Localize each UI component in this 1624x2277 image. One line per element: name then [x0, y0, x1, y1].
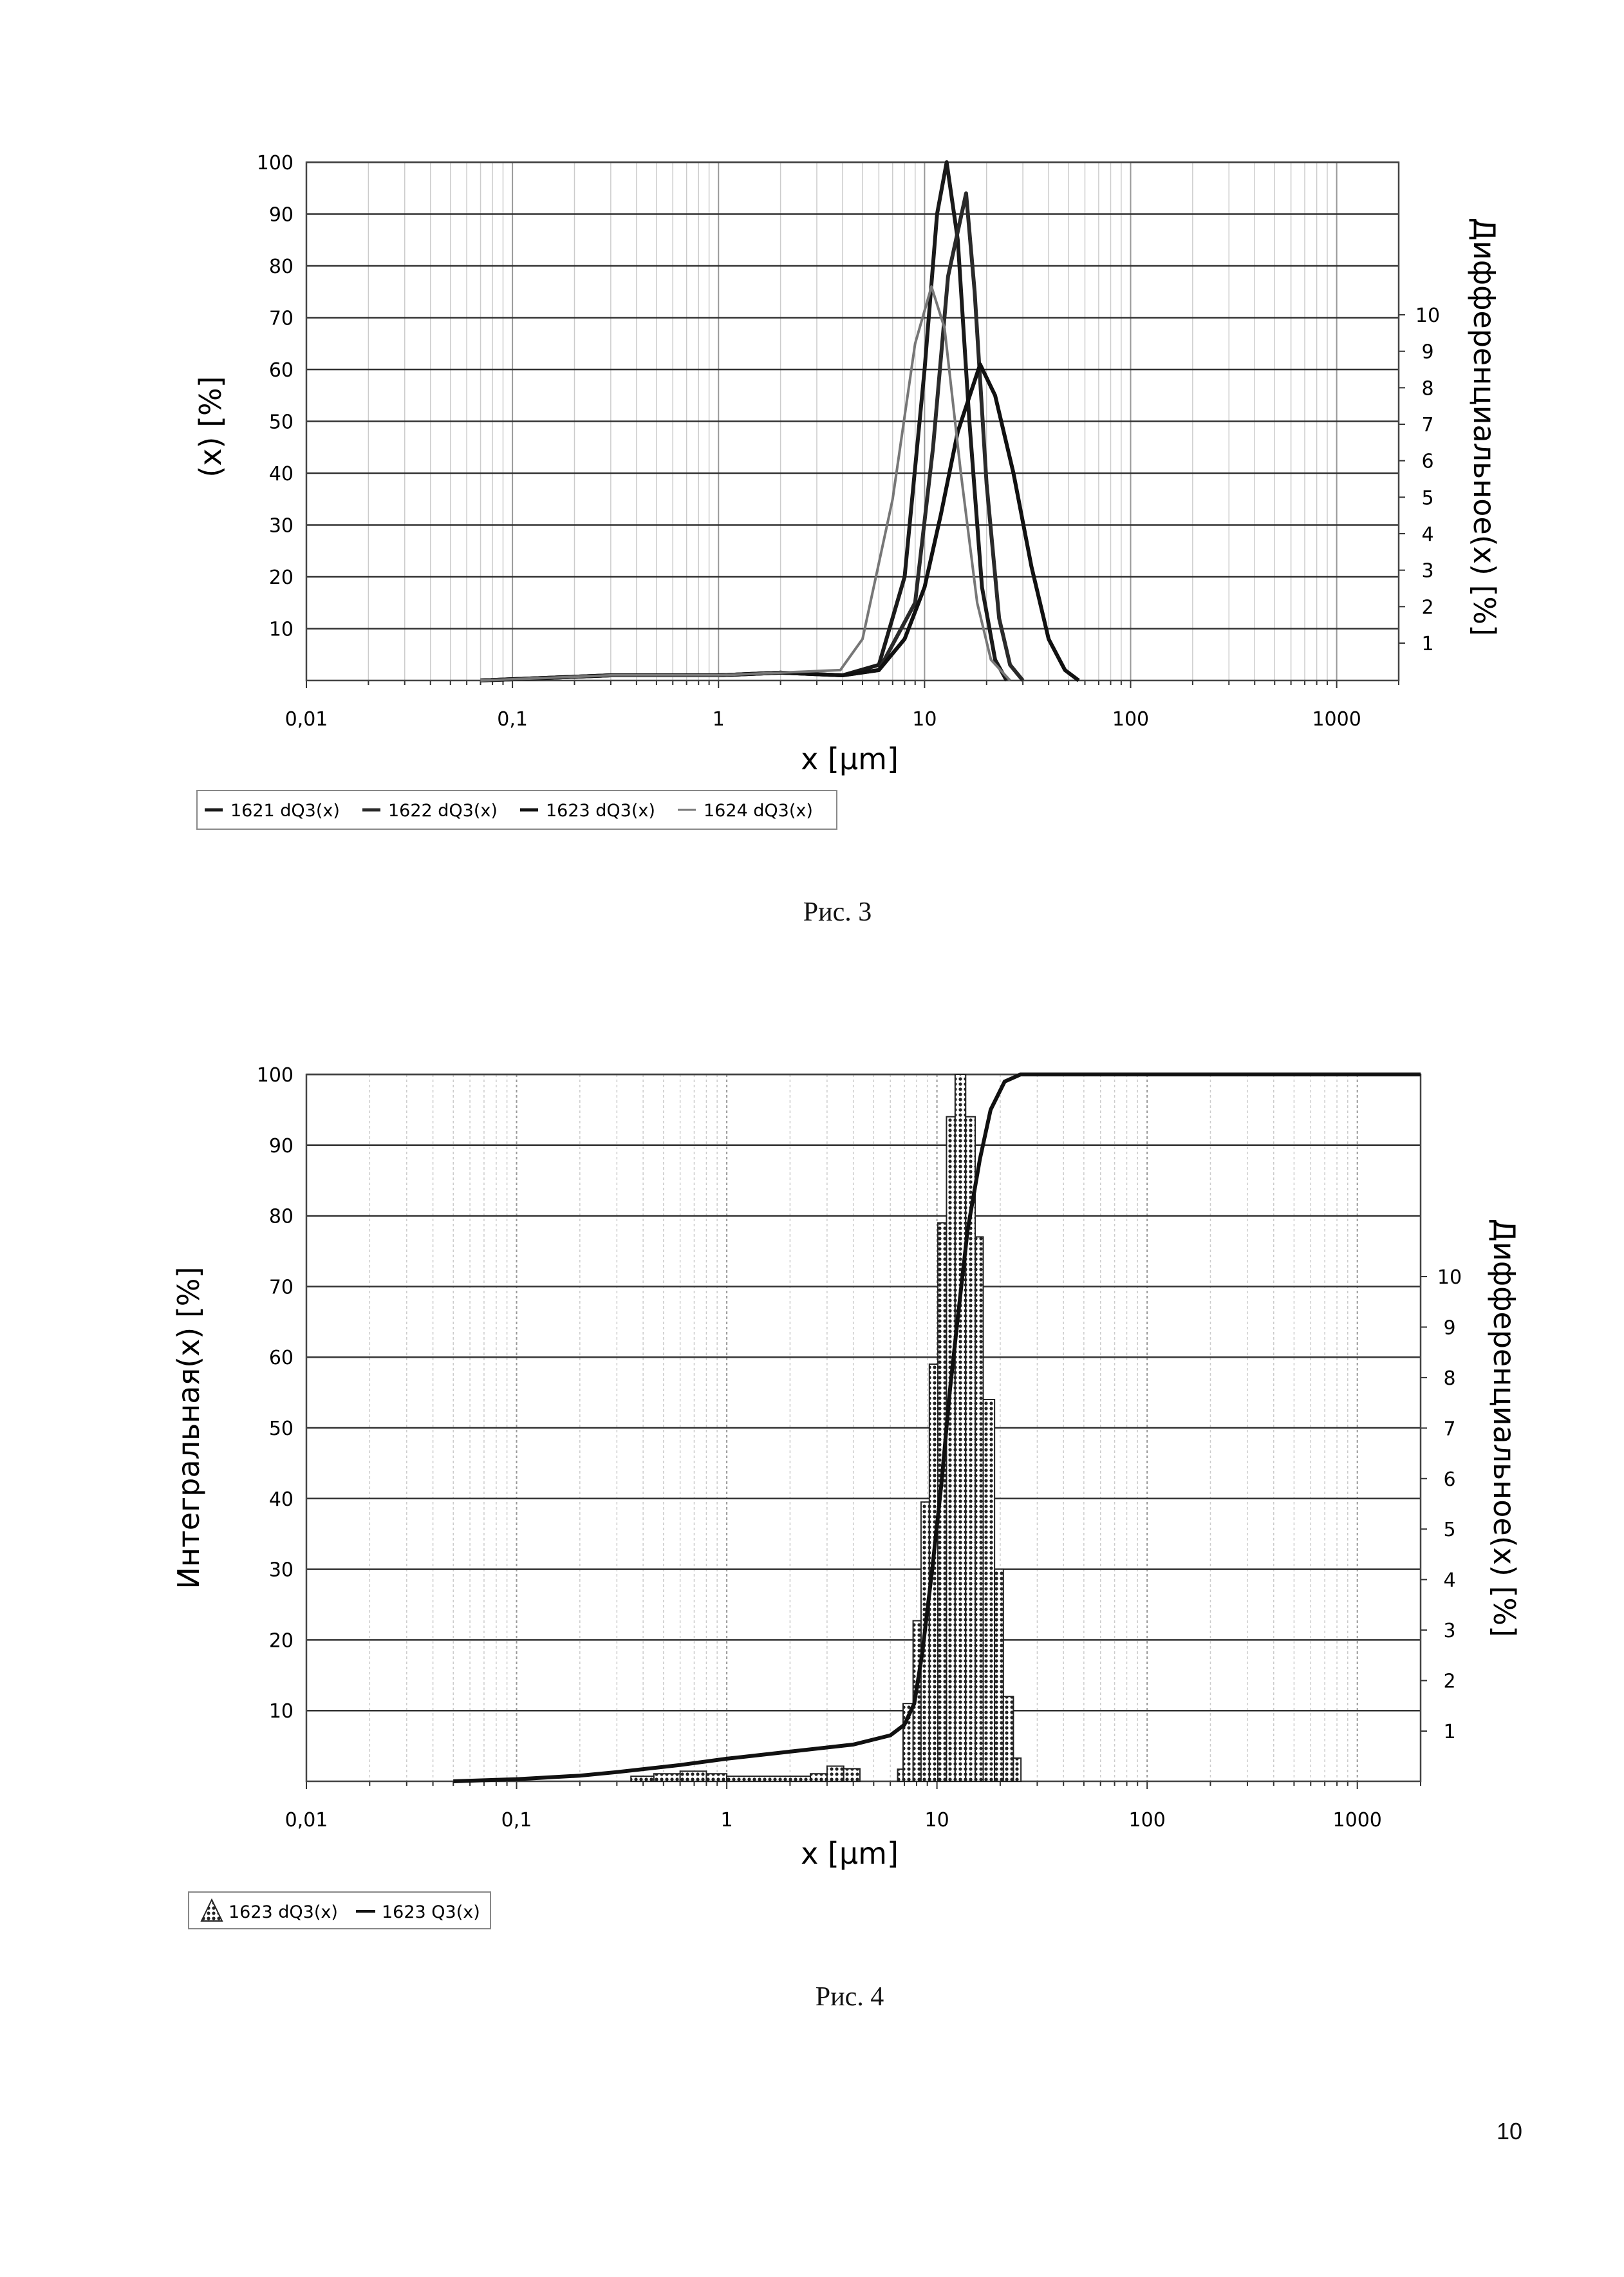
histogram-bar [946, 1117, 955, 1781]
legend-entry: 1624 dQ3(x) [704, 801, 813, 821]
legend-entry: 1622 dQ3(x) [388, 801, 498, 821]
y-right-tick-label: 1 [1421, 633, 1433, 655]
y-tick-label: 30 [269, 1559, 294, 1582]
y-right-tick-label: 4 [1421, 523, 1433, 546]
histogram-bar-small [680, 1771, 707, 1781]
y-right-tick-label: 1 [1443, 1721, 1455, 1743]
histogram-bar [955, 1074, 966, 1781]
y-tick-label: 30 [269, 515, 294, 538]
y-tick-label: 60 [269, 1347, 294, 1369]
x-tick-label: 100 [1112, 708, 1149, 731]
histogram-bar [994, 1570, 1003, 1781]
figure-3-caption: Рис. 3 [803, 897, 872, 928]
y-right-tick-label: 3 [1421, 560, 1433, 583]
legend-swatch-histogram-icon [201, 1900, 222, 1921]
y-tick-label: 40 [269, 463, 294, 485]
y-right-tick-label: 6 [1421, 451, 1433, 473]
histogram-bar-small [654, 1774, 680, 1781]
y-tick-label: 50 [269, 1418, 294, 1440]
y-right-axis-label: Дифференциальное(x) [%] [1467, 218, 1502, 636]
y-right-tick-label: 3 [1443, 1620, 1455, 1642]
x-tick-label: 1000 [1312, 708, 1361, 731]
y-tick-label: 60 [269, 359, 294, 382]
y-tick-label: 20 [269, 567, 294, 589]
x-tick-label: 0,1 [501, 1809, 532, 1832]
page-number: 10 [1497, 2118, 1522, 2145]
legend-entry: 1621 dQ3(x) [230, 801, 340, 821]
histogram-bar [983, 1400, 994, 1781]
x-axis-label: x [µm] [801, 742, 899, 776]
x-tick-label: 0,01 [285, 708, 328, 731]
y-right-tick-label: 5 [1421, 487, 1433, 509]
y-tick-label: 90 [269, 1135, 294, 1157]
histogram-bar [1013, 1758, 1021, 1781]
histogram-bar-small [844, 1768, 860, 1781]
x-axis-label: x [µm] [801, 1836, 899, 1871]
y-axis-label: (x) [%] [193, 376, 228, 477]
x-tick-label: 1 [721, 1809, 733, 1832]
y-right-tick-label: 9 [1421, 341, 1433, 364]
y-right-tick-label: 8 [1421, 377, 1433, 400]
y-right-axis-label: Дифференциальное(x) [%] [1487, 1219, 1522, 1637]
x-tick-label: 1000 [1333, 1809, 1382, 1832]
y-right-tick-label: 6 [1443, 1468, 1455, 1491]
legend-entry: 1623 dQ3(x) [546, 801, 655, 821]
histogram-bar [975, 1237, 983, 1781]
histogram-bar [898, 1769, 903, 1781]
y-right-tick-label: 5 [1443, 1519, 1455, 1541]
x-tick-label: 10 [912, 708, 937, 731]
y-axis-label: Интегральная(x) [%] [171, 1267, 206, 1589]
y-tick-label: 100 [257, 152, 294, 174]
y-tick-label: 20 [269, 1629, 294, 1652]
x-tick-label: 0,1 [497, 708, 528, 731]
x-tick-label: 10 [925, 1809, 949, 1832]
y-tick-label: 10 [269, 619, 294, 641]
y-tick-label: 50 [269, 411, 294, 434]
y-tick-label: 70 [269, 308, 294, 330]
figure-4-caption: Рис. 4 [816, 1982, 884, 2012]
y-tick-label: 80 [269, 1206, 294, 1228]
y-tick-label: 40 [269, 1488, 294, 1511]
y-right-tick-label: 10 [1415, 305, 1440, 327]
y-right-tick-label: 7 [1421, 414, 1433, 436]
histogram-bar-small [727, 1776, 810, 1781]
histogram-bar-small [827, 1766, 844, 1781]
x-tick-label: 100 [1129, 1809, 1166, 1832]
y-right-tick-label: 10 [1437, 1266, 1462, 1289]
y-right-tick-label: 2 [1443, 1671, 1455, 1693]
y-tick-label: 70 [269, 1276, 294, 1298]
figure-3: 10 20 30 40 50 60 70 80 90 100 1 2 3 4 5 6 7 8 9 10 0,01 0,1 1… [193, 152, 1502, 829]
legend-entry: 1623 dQ3(x) [229, 1902, 338, 1922]
histogram-bar-small [631, 1776, 654, 1781]
histogram-bar-small [706, 1774, 727, 1781]
figure-4: 10 20 30 40 50 60 70 80 90 100 1 2 3 4 5 6 7 8 9 10 0,01 0,1 1… [171, 1064, 1522, 1929]
y-tick-label: 80 [269, 256, 294, 278]
histogram-bar [1003, 1696, 1014, 1781]
y-right-tick-label: 9 [1443, 1317, 1455, 1339]
y-right-tick-label: 8 [1443, 1367, 1455, 1390]
y-tick-label: 10 [269, 1700, 294, 1723]
y-right-tick-label: 4 [1443, 1570, 1455, 1592]
x-tick-label: 1 [713, 708, 725, 731]
histogram-bar-small [810, 1774, 827, 1781]
y-right-tick-label: 7 [1443, 1418, 1455, 1440]
y-tick-label: 100 [257, 1064, 294, 1087]
legend-entry: 1623 Q3(x) [382, 1902, 480, 1922]
y-tick-label: 90 [269, 204, 294, 227]
x-tick-label: 0,01 [285, 1809, 328, 1832]
y-right-tick-label: 2 [1421, 596, 1433, 619]
